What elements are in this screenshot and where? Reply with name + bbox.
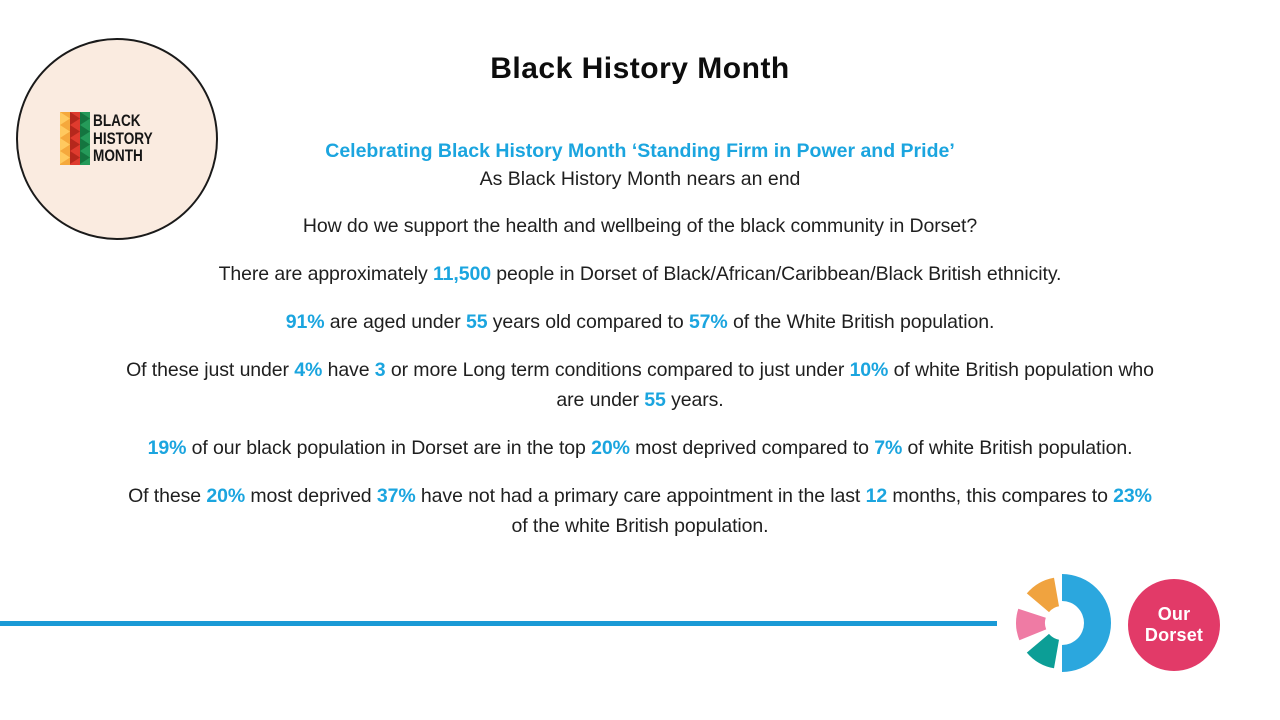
paragraph-text: How do we support the health and wellbei… [302,215,978,237]
bhm-word-black: BLACK [93,111,141,130]
paragraph-text: are aged under [324,311,466,333]
paragraph-text: have not had a primary care appointment … [415,485,866,507]
stat-highlight: 20% [206,485,246,507]
our-dorset-logo: Our Dorset [1128,579,1220,671]
stat-highlight: 55 [644,389,666,411]
bhm-logo-wordmark: BLACK HISTORY MONTH [93,112,153,165]
subtitle-nears-end: As Black History Month nears an end [479,168,801,190]
paragraph-text: have [322,359,375,381]
paragraph: Of these just under 4% have 3 or more Lo… [22,355,1258,415]
stat-highlight: 4% [294,359,323,381]
stat-highlight: 10% [849,359,889,381]
paragraph-text: of the white British population. [511,515,769,537]
paragraph-text: of our black population in Dorset are in… [186,437,592,459]
stat-highlight: 55 [465,311,488,333]
paragraph-text: years old compared to [487,311,689,333]
subtitle-celebrating: Celebrating Black History Month ‘Standin… [325,140,955,162]
paragraph-text: or more Long term conditions compared to… [385,359,850,381]
bhm-word-month: MONTH [93,146,143,165]
paragraph-text: Of these [128,485,207,507]
stat-highlight: 3 [374,359,386,381]
stat-highlight: 11,500 [432,263,491,285]
paragraph: How do we support the health and wellbei… [22,211,1258,241]
stat-highlight: 12 [865,485,888,507]
paragraph: 19% of our black population in Dorset ar… [22,433,1258,463]
stat-highlight: 57% [688,311,728,333]
dorset-donut-icon [1016,574,1111,672]
stat-highlight: 20% [591,437,630,459]
paragraph: Of these 20% most deprived 37% have not … [22,481,1258,541]
footer-divider-line [0,621,997,626]
paragraph-text: most deprived compared to [629,437,875,459]
paragraph-text: are under [556,389,645,411]
stat-highlight: 91% [285,311,325,333]
our-dorset-line1: Our [1157,604,1191,624]
bhm-stripes-icon [60,112,90,165]
paragraph-text: of white British population. [902,437,1133,459]
paragraph-text: most deprived [245,485,377,507]
paragraph: There are approximately 11,500 people in… [22,259,1258,289]
stat-highlight: 19% [147,437,187,459]
paragraph-text: years. [665,389,724,411]
bhm-word-history: HISTORY [93,128,153,148]
paragraph-text: of white British population who [888,359,1154,381]
paragraph-text: Of these just under [126,359,295,381]
page-title: Black History Month [490,52,790,85]
paragraph-text: of the White British population. [727,311,995,333]
stat-highlight: 23% [1113,485,1152,507]
paragraph-text: months, this compares to [887,485,1114,507]
paragraph-text: people in Dorset of Black/African/Caribb… [490,263,1062,285]
paragraph-text: There are approximately [218,263,433,285]
our-dorset-line2: Dorset [1144,625,1204,645]
bhm-logo-inner: BLACK HISTORY MONTH [60,112,168,165]
black-history-month-logo: BLACK HISTORY MONTH [16,38,218,240]
stat-highlight: 7% [874,437,903,459]
paragraph: 91% are aged under 55 years old compared… [22,307,1258,337]
body-paragraphs: How do we support the health and wellbei… [22,211,1258,559]
stat-highlight: 37% [376,485,416,507]
